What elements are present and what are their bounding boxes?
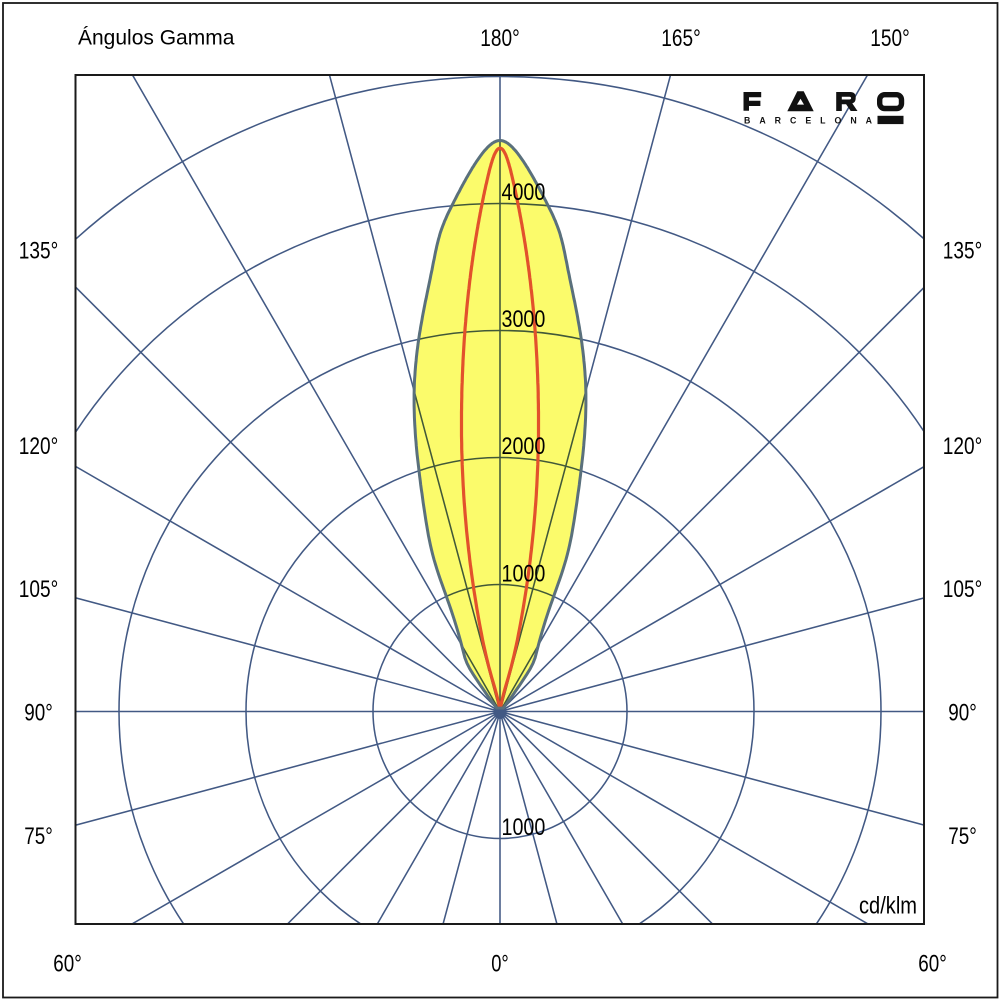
svg-text:60°: 60° (918, 950, 947, 977)
svg-text:cd/klm: cd/klm (859, 893, 917, 920)
svg-text:90°: 90° (948, 700, 977, 727)
svg-text:165°: 165° (661, 25, 700, 52)
svg-text:120°: 120° (19, 433, 58, 460)
svg-text:60°: 60° (53, 950, 82, 977)
svg-text:0°: 0° (491, 950, 509, 977)
svg-text:105°: 105° (943, 576, 982, 603)
svg-text:BARCELONA: BARCELONA (744, 115, 873, 125)
svg-text:150°: 150° (870, 25, 909, 52)
svg-text:135°: 135° (943, 238, 982, 265)
svg-text:75°: 75° (24, 823, 53, 850)
svg-text:3000: 3000 (502, 306, 546, 333)
svg-text:1000: 1000 (502, 561, 546, 588)
svg-text:1000: 1000 (502, 814, 546, 841)
svg-text:75°: 75° (948, 823, 977, 850)
svg-text:105°: 105° (19, 576, 58, 603)
svg-text:90°: 90° (24, 700, 53, 727)
svg-text:2000: 2000 (502, 433, 546, 460)
svg-text:Ángulos Gamma: Ángulos Gamma (78, 27, 235, 50)
svg-text:180°: 180° (480, 25, 519, 52)
svg-text:135°: 135° (19, 238, 58, 265)
svg-text:4000: 4000 (502, 179, 546, 206)
svg-text:120°: 120° (943, 433, 982, 460)
